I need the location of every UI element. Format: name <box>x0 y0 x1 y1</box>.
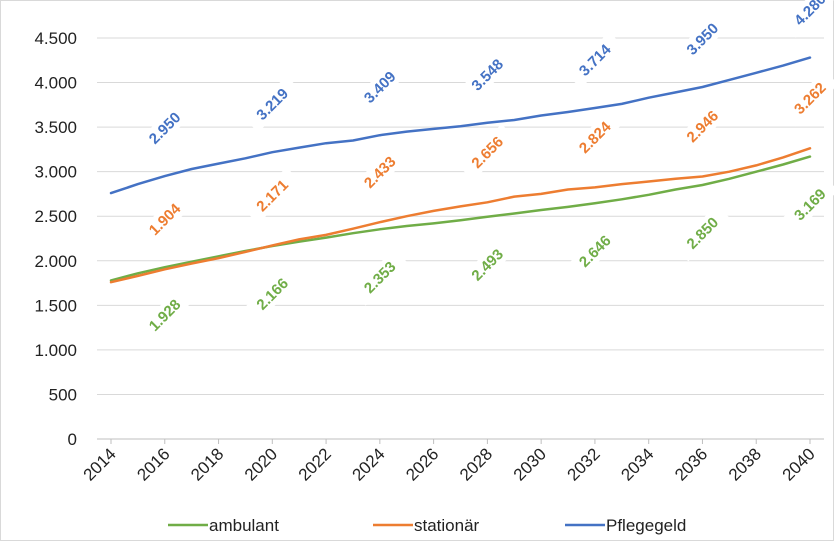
data-label-background <box>674 98 731 155</box>
series-lines <box>109 56 812 284</box>
y-tick-label: 4.000 <box>34 74 77 93</box>
data-label-background <box>244 265 301 323</box>
series-line-ambulant <box>109 155 812 282</box>
data-label-background <box>136 286 194 344</box>
data-label-background <box>781 70 834 127</box>
y-tick-label: 500 <box>49 385 77 404</box>
y-axis-ticks: 0 500 1.000 1.500 2.000 2.500 3.000 3.500 4.000 4… <box>34 29 77 449</box>
y-tick-label: 2.000 <box>34 252 77 271</box>
y-tick-label: 1.000 <box>34 341 77 360</box>
legend-label: stationär <box>414 516 480 535</box>
data-label-background <box>459 236 516 294</box>
y-tick-label: 2.500 <box>34 207 77 226</box>
data-label-background <box>566 31 624 89</box>
legend: ambulant stationär Pflegegeld <box>168 516 686 535</box>
series-line-pflegegeld <box>109 56 812 195</box>
data-label-background <box>674 10 731 68</box>
data-label-background <box>244 75 301 133</box>
legend-label: Pflegegeld <box>606 516 686 535</box>
data-label-background <box>351 249 409 306</box>
data-label-background <box>459 46 516 104</box>
data-label-background <box>674 204 731 262</box>
y-tick-label: 3.000 <box>34 163 77 182</box>
y-tick-label: 1.500 <box>34 296 77 315</box>
legend-label: ambulant <box>209 516 279 535</box>
data-label-background <box>566 222 624 280</box>
data-label-background <box>351 58 409 116</box>
data-label-background <box>781 176 834 233</box>
series-line-stationär <box>109 147 812 284</box>
data-label-background <box>566 109 624 166</box>
data-label-background <box>351 143 409 201</box>
y-tick-label: 0 <box>68 430 77 449</box>
y-tick-label: 3.500 <box>34 118 77 137</box>
data-label-background <box>136 191 194 248</box>
y-tick-label: 4.500 <box>34 29 77 48</box>
data-label-background <box>459 124 516 181</box>
data-label-background <box>244 167 301 224</box>
data-label-background <box>136 99 194 157</box>
data-label-background <box>781 0 834 38</box>
